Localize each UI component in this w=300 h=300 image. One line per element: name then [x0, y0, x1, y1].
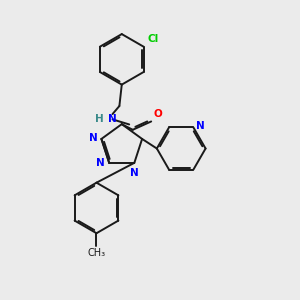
Text: N: N [196, 121, 205, 131]
Text: N: N [88, 133, 97, 143]
Text: CH₃: CH₃ [87, 248, 106, 258]
Text: N: N [130, 168, 139, 178]
Text: O: O [154, 109, 162, 119]
Text: N: N [96, 158, 105, 168]
Text: Cl: Cl [147, 34, 158, 44]
Text: H: H [95, 114, 103, 124]
Text: N: N [108, 114, 117, 124]
